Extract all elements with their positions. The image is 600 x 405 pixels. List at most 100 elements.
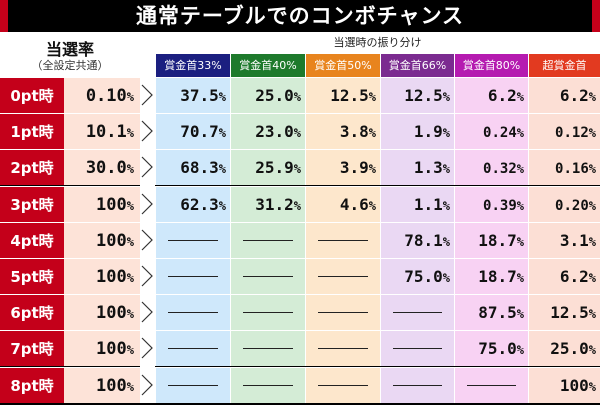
percent-sign: %: [588, 235, 596, 249]
distribution-value: 75.0: [478, 339, 517, 358]
chevron-right-icon: [141, 156, 153, 178]
percent-sign: %: [516, 343, 524, 357]
distribution-cell: [305, 294, 380, 330]
dash-line: [393, 312, 442, 313]
distribution-cell: [380, 330, 454, 366]
rate-header-title: 当選率: [45, 40, 94, 59]
column-header-3: 賞金首50%: [305, 54, 380, 77]
percent-sign: %: [218, 126, 226, 140]
percent-sign: %: [588, 90, 596, 104]
win-rate-cell: 100%: [64, 294, 140, 330]
percent-sign: %: [442, 90, 450, 104]
distribution-cell: 37.5%: [155, 77, 230, 113]
distribution-value: 3.8: [339, 122, 369, 141]
distribution-cell: [155, 294, 230, 330]
distribution-value: 1.1: [413, 195, 443, 214]
row-label: 3pt時: [0, 186, 64, 222]
percent-sign: %: [516, 126, 524, 140]
distribution-value: 25.0: [550, 339, 589, 358]
distribution-value: 75.0: [404, 267, 443, 286]
distribution-cell: 6.2%: [528, 258, 600, 294]
percent-sign: %: [442, 271, 450, 285]
dash-line: [168, 312, 218, 313]
percent-sign: %: [218, 90, 226, 104]
dash-line: [318, 385, 368, 386]
dash-line: [243, 385, 293, 386]
percent-sign: %: [588, 162, 596, 176]
percent-sign: %: [368, 90, 376, 104]
distribution-cell: 31.2%: [230, 186, 305, 222]
distribution-value: 0.24: [483, 125, 517, 141]
percent-sign: %: [126, 126, 134, 140]
distribution-cell: 25.9%: [230, 149, 305, 185]
percent-sign: %: [293, 90, 301, 104]
distribution-cell: [155, 222, 230, 258]
dash-line: [243, 240, 293, 241]
distribution-value: 25.0: [255, 86, 294, 105]
percent-sign: %: [126, 199, 134, 213]
percent-sign: %: [588, 343, 596, 357]
title-accent-right: [592, 0, 600, 32]
win-rate-value: 100: [96, 231, 127, 251]
percent-sign: %: [218, 162, 226, 176]
dash-line: [318, 240, 368, 241]
distribution-cell: [155, 258, 230, 294]
distribution-value: 70.7: [180, 122, 219, 141]
rate-header-subtitle: （全設定共通）: [31, 59, 109, 72]
win-rate-value: 100: [96, 376, 127, 396]
dash-line: [318, 276, 368, 277]
distribution-value: 0.20: [555, 198, 589, 214]
distribution-cell: 18.7%: [454, 258, 528, 294]
distribution-cell: [230, 294, 305, 330]
win-rate-cell: 100%: [64, 258, 140, 294]
percent-sign: %: [588, 380, 596, 394]
distribution-cell: 75.0%: [454, 330, 528, 366]
distribution-value: 62.3: [180, 195, 219, 214]
win-rate-cell: 30.0%: [64, 149, 140, 185]
distribution-cell: 87.5%: [454, 294, 528, 330]
dash-line: [168, 385, 218, 386]
percent-sign: %: [368, 199, 376, 213]
distribution-cell: 6.2%: [454, 77, 528, 113]
row-label: 8pt時: [0, 367, 64, 403]
percent-sign: %: [442, 199, 450, 213]
distribution-cell: 68.3%: [155, 149, 230, 185]
percent-sign: %: [588, 126, 596, 140]
distribution-cell: 23.0%: [230, 113, 305, 149]
chevron-right-icon: [141, 120, 153, 142]
win-rate-cell: 0.10%: [64, 77, 140, 113]
percent-sign: %: [126, 343, 134, 357]
distribution-cell: [380, 294, 454, 330]
distribution-cell: 1.1%: [380, 186, 454, 222]
table-title: 通常テーブルでのコンボチャンス: [0, 0, 600, 32]
win-rate-value: 10.1: [85, 122, 127, 142]
distribution-value: 12.5: [404, 86, 443, 105]
distribution-value: 1.3: [413, 158, 443, 177]
distribution-cell: 0.39%: [454, 186, 528, 222]
distribution-value: 37.5: [180, 86, 219, 105]
distribution-value: 18.7: [478, 267, 517, 286]
percent-sign: %: [126, 307, 134, 321]
distribution-cell: 78.1%: [380, 222, 454, 258]
dash-line: [168, 348, 218, 349]
percent-sign: %: [368, 162, 376, 176]
distribution-cell: 12.5%: [528, 294, 600, 330]
percent-sign: %: [516, 90, 524, 104]
dash-line: [393, 385, 442, 386]
chevron-right-icon: [141, 337, 153, 359]
win-rate-value: 0.10: [85, 86, 127, 106]
dash-line: [168, 240, 218, 241]
chevron-right-icon: [141, 84, 153, 106]
distribution-value: 6.2: [559, 86, 589, 105]
percent-sign: %: [442, 162, 450, 176]
distribution-value: 68.3: [180, 158, 219, 177]
distribution-value: 0.12: [555, 125, 589, 141]
distribution-value: 23.0: [255, 122, 294, 141]
percent-sign: %: [516, 162, 524, 176]
row-label: 6pt時: [0, 294, 64, 330]
win-rate-cell: 100%: [64, 222, 140, 258]
distribution-cell: 75.0%: [380, 258, 454, 294]
title-accent-left: [0, 0, 8, 32]
distribution-cell: 3.1%: [528, 222, 600, 258]
distribution-cell: 3.9%: [305, 149, 380, 185]
